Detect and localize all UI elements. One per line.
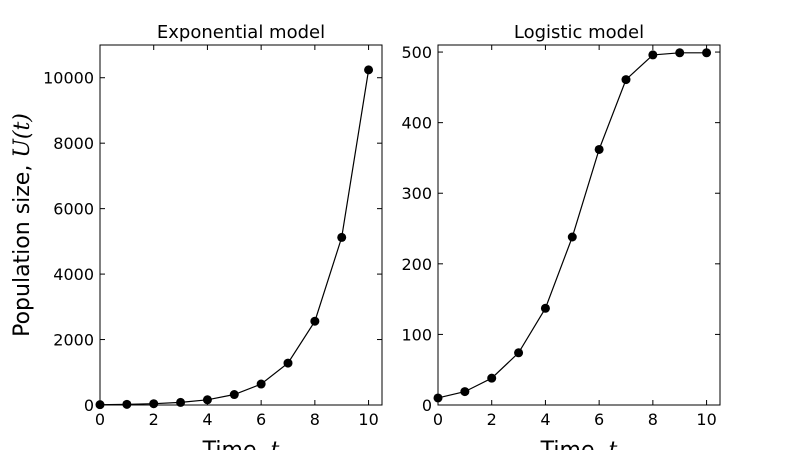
- axes-frame: [99, 44, 383, 406]
- chart-title: Logistic model: [514, 22, 644, 43]
- x-axis-label-text: Time,: [202, 438, 271, 450]
- y-tick-label: 400: [401, 114, 432, 133]
- data-point: [514, 348, 524, 358]
- x-axis-label-var: t: [608, 438, 617, 450]
- data-point: [675, 48, 685, 58]
- x-axis-label-text: Time,: [540, 438, 609, 450]
- data-point: [149, 399, 159, 409]
- y-tick-label: 100: [401, 325, 432, 344]
- series-line: [99, 69, 370, 406]
- y-tick-label: 0: [84, 396, 94, 415]
- data-point: [256, 379, 266, 389]
- data-point: [540, 303, 550, 313]
- chart-title: Exponential model: [157, 22, 325, 43]
- data-point: [460, 387, 470, 397]
- y-tick-label: 300: [401, 184, 432, 203]
- x-tick-label: 6: [594, 410, 604, 429]
- x-tick-label: 6: [256, 410, 266, 429]
- axes-frame: [437, 44, 721, 406]
- x-tick-label: 10: [358, 410, 378, 429]
- x-axis-label: Time, t: [540, 438, 618, 450]
- y-tick-label: 0: [422, 396, 432, 415]
- x-axis-label: Time, t: [202, 438, 280, 450]
- data-point: [648, 50, 658, 60]
- data-point: [594, 144, 604, 154]
- x-tick-label: 4: [202, 410, 212, 429]
- chart-panel-0: Exponential model 0 2000 4000 6000 8000 10000 0…: [10, 22, 383, 450]
- data-point: [567, 232, 577, 242]
- x-tick-label: 10: [696, 410, 716, 429]
- x-tick-label: 8: [648, 410, 658, 429]
- data-point: [229, 390, 239, 400]
- data-point: [337, 232, 347, 242]
- y-tick-label: 10000: [43, 69, 94, 88]
- x-tick-label: 8: [310, 410, 320, 429]
- y-axis-label-var: U(t): [10, 113, 35, 158]
- x-tick-label: 2: [149, 410, 159, 429]
- data-point: [702, 48, 712, 58]
- x-tick-label: 2: [487, 410, 497, 429]
- y-tick-label: 200: [401, 255, 432, 274]
- y-axis-label: Population size, U(t): [10, 113, 35, 337]
- x-axis-label-var: t: [270, 438, 279, 450]
- y-axis-label-text: Population size,: [10, 158, 35, 337]
- y-tick-label: 6000: [53, 200, 94, 219]
- x-tick-label: 4: [540, 410, 550, 429]
- x-tick-label: 0: [95, 410, 105, 429]
- data-point: [122, 399, 132, 409]
- data-point: [433, 393, 443, 403]
- y-tick-label: 4000: [53, 265, 94, 284]
- y-tick-label: 2000: [53, 331, 94, 350]
- data-point: [364, 65, 374, 75]
- chart-panel-1: Logistic model 0 100 200 300 400 500 0 2 4 6 8 10 Tim…: [401, 22, 721, 450]
- data-point: [621, 75, 631, 85]
- data-point: [283, 358, 293, 368]
- data-point: [310, 316, 320, 326]
- series-line: [437, 52, 707, 399]
- data-point: [487, 373, 497, 383]
- y-tick-label: 500: [401, 43, 432, 62]
- x-tick-label: 0: [433, 410, 443, 429]
- data-point: [202, 395, 212, 405]
- y-tick-label: 8000: [53, 134, 94, 153]
- data-point: [95, 400, 105, 410]
- data-point: [176, 397, 186, 407]
